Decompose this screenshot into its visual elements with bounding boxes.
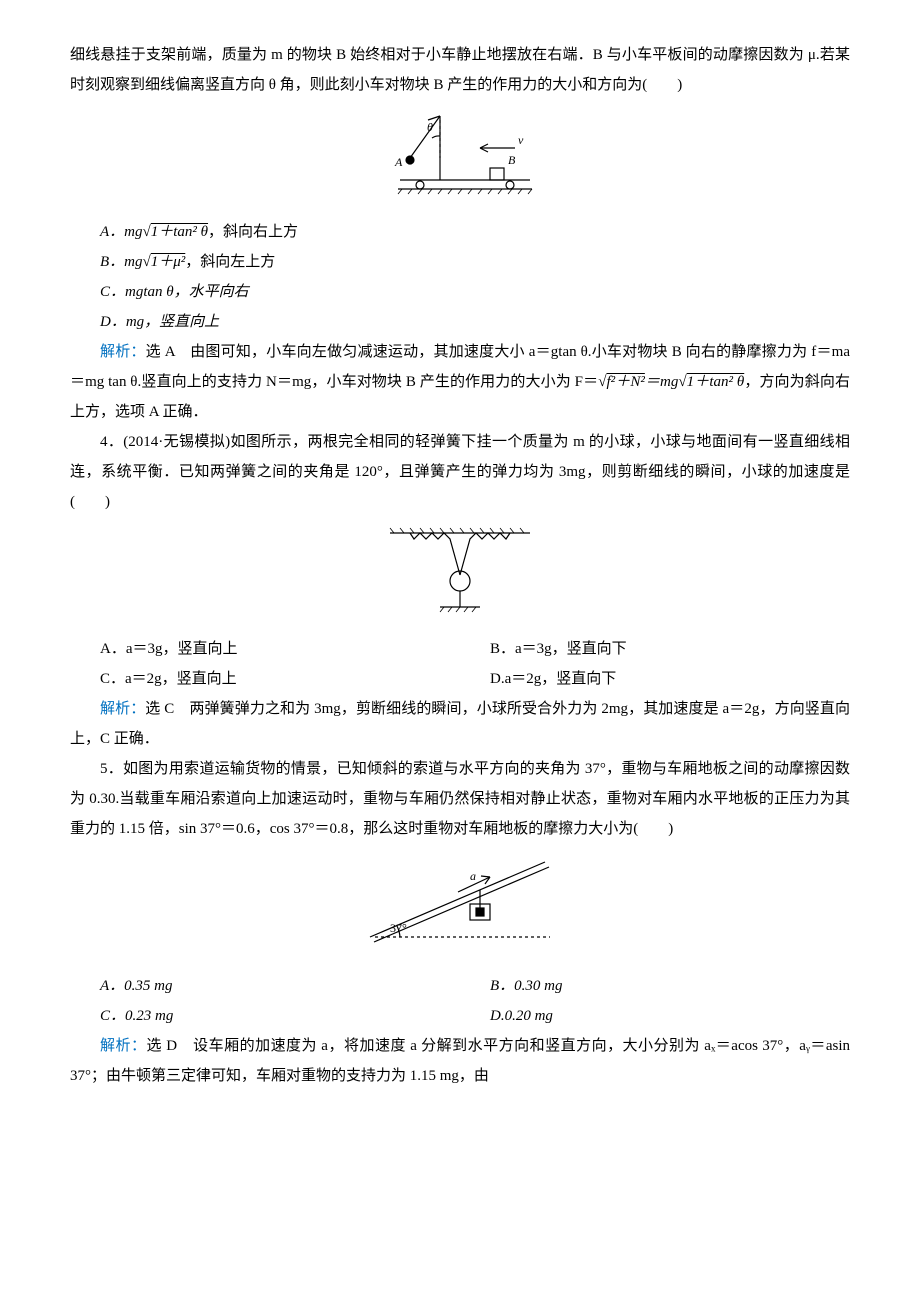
q3-stem: 细线悬挂于支架前端，质量为 m 的物块 B 始终相对于小车静止地摆放在右端．B … [70, 40, 850, 100]
q5-stem: 5．如图为用索道运输货物的情景，已知倾斜的索道与水平方向的夹角为 37°，重物与… [70, 754, 850, 844]
q3-option-d: D．mg，竖直向上 [70, 307, 850, 337]
q5-solution: 解析：选 D 设车厢的加速度为 a，将加速度 a 分解到水平方向和竖直方向，大小… [70, 1031, 850, 1091]
q4-option-c: C．a＝2g，竖直向上 [70, 664, 460, 694]
q5-option-c: C．0.23 mg [70, 1001, 460, 1031]
q3-option-c: C．mgtan θ，水平向右 [70, 277, 850, 307]
q3-option-a: A．mg√1＋tan² θ，斜向右上方 [70, 217, 850, 247]
figure-2 [70, 525, 850, 626]
q4-solution: 解析：选 C 两弹簧弹力之和为 3mg，剪断细线的瞬间，小球所受合外力为 2mg… [70, 694, 850, 754]
svg-text:a: a [470, 869, 476, 883]
q4-option-b: B．a＝3g，竖直向下 [460, 634, 850, 664]
figure-3: 37° a [70, 852, 850, 963]
figure-1: θ A B v [70, 108, 850, 209]
svg-text:A: A [394, 155, 403, 169]
q4-option-a: A．a＝3g，竖直向上 [70, 634, 460, 664]
q5-option-a: A．0.35 mg [70, 971, 460, 1001]
q5-options: A．0.35 mg B．0.30 mg C．0.23 mg D.0.20 mg [70, 971, 850, 1031]
svg-text:v: v [518, 133, 524, 147]
svg-text:37°: 37° [390, 921, 407, 935]
q5-option-b: B．0.30 mg [460, 971, 850, 1001]
q5-option-d: D.0.20 mg [460, 1001, 850, 1031]
q3-option-b: B．mg√1＋μ²，斜向左上方 [70, 247, 850, 277]
q4-options: A．a＝3g，竖直向上 B．a＝3g，竖直向下 C．a＝2g，竖直向上 D.a＝… [70, 634, 850, 694]
svg-text:θ: θ [427, 120, 433, 134]
svg-text:B: B [508, 153, 516, 167]
q4-option-d: D.a＝2g，竖直向下 [460, 664, 850, 694]
q4-stem: 4．(2014·无锡模拟)如图所示，两根完全相同的轻弹簧下挂一个质量为 m 的小… [70, 427, 850, 517]
q3-solution: 解析：选 A 由图可知，小车向左做匀减速运动，其加速度大小 a＝gtan θ.小… [70, 337, 850, 427]
